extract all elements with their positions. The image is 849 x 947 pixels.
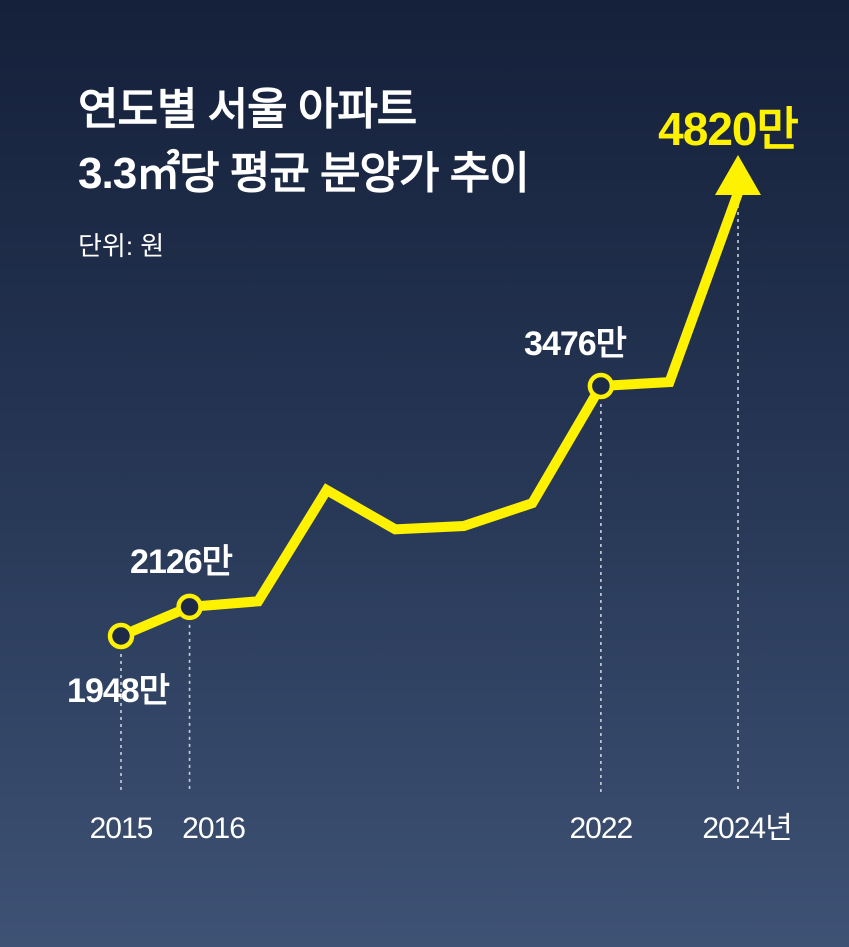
chart-title-line2: 3.3㎡당 평균 분양가 추이	[78, 149, 530, 198]
data-label-2015: 1948만	[67, 672, 170, 710]
chart-title-line1: 연도별 서울 아파트	[78, 85, 417, 134]
data-point-2022	[587, 372, 615, 400]
x-tick-label-2022: 2022	[570, 812, 633, 845]
series-line	[119, 191, 743, 641]
data-point-2015	[107, 622, 135, 650]
data-label-2016: 2126만	[130, 543, 233, 581]
chart-title: 연도별 서울 아파트 3.3㎡당 평균 분양가 추이	[78, 78, 530, 206]
x-tick-label-2024: 2024년	[702, 812, 791, 845]
data-point-2016	[176, 593, 203, 621]
x-tick-label-2015: 2015	[90, 812, 153, 845]
data-label-2022: 3476만	[524, 325, 627, 363]
x-tick-label-2016: 2016	[182, 812, 245, 845]
unit-label: 단위: 원	[78, 231, 165, 261]
data-label-2024: 4820만	[658, 103, 798, 155]
arrowhead-icon	[715, 155, 761, 195]
